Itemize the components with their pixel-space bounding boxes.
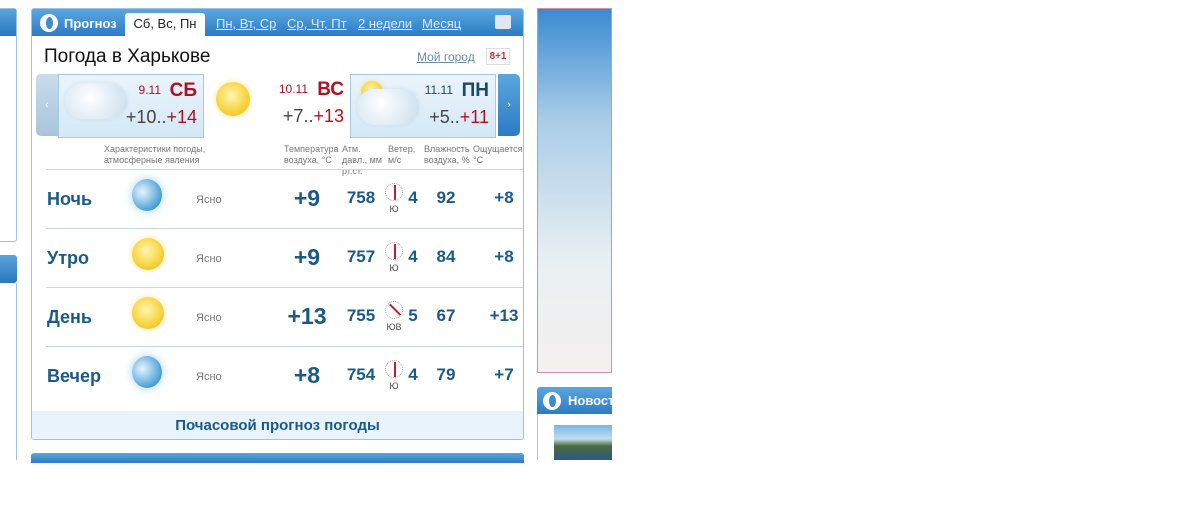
wind-speed: 4	[408, 365, 418, 384]
wind-direction-icon	[385, 183, 403, 201]
moon-icon	[132, 356, 162, 388]
day-date: 11.11	[424, 83, 453, 97]
condition-text: Ясно	[196, 194, 222, 206]
table-row: Ночь Ясно +9 758 Ю 4 92 +8	[46, 169, 523, 228]
sun-icon	[132, 238, 164, 270]
temperature: +13	[287, 303, 327, 329]
feels-like: +13	[489, 306, 519, 325]
header-feels: Ощущается, °С	[473, 144, 524, 165]
print-icon[interactable]	[495, 15, 511, 29]
day-card-sun[interactable]: 10.11 ВС +7..+13	[204, 74, 350, 140]
day-name: СБ	[169, 80, 197, 101]
cloudy-icon	[65, 83, 127, 119]
condition-text: Ясно	[196, 253, 222, 265]
humidity: 84	[436, 247, 456, 266]
header-humidity: Влажность воздуха, %	[424, 144, 470, 165]
page-title: Погода в Харькове	[44, 46, 211, 67]
weather-widget: Прогноз Сб, Вс, Пн Пн, Вт, Ср Ср, Чт, Пт…	[31, 8, 524, 440]
wind-direction-icon	[385, 360, 403, 378]
humidity: 92	[436, 188, 456, 207]
humidity: 79	[436, 365, 456, 384]
tab-month[interactable]: Месяц	[422, 16, 462, 31]
wind-speed: 4	[408, 247, 418, 266]
day-temp: +5..+11	[429, 107, 489, 127]
my-city-link[interactable]: Мой город	[417, 50, 475, 64]
next-widget-header	[31, 453, 524, 463]
feels-like: +8	[494, 247, 514, 266]
tab-mon-tue-wed[interactable]: Пн, Вт, Ср	[216, 16, 277, 31]
day-name: ПН	[461, 80, 489, 101]
tab-2-weeks[interactable]: 2 недели	[358, 16, 413, 31]
wind-direction: ЮВ	[386, 322, 402, 332]
temperature: +9	[293, 244, 321, 270]
news-panel	[537, 414, 612, 460]
wind-direction: Ю	[389, 204, 399, 214]
condition-text: Ясно	[196, 371, 222, 383]
logo-icon	[543, 392, 561, 410]
feels-like: +7	[494, 365, 514, 384]
period-label: Утро	[47, 248, 90, 268]
advertisement-banner[interactable]	[537, 8, 612, 373]
day-card-mon[interactable]: 11.11 ПН +5..+11	[350, 74, 496, 138]
day-temp: +10..+14	[125, 107, 197, 127]
pressure: 755	[346, 306, 376, 325]
next-days-button[interactable]: ›	[498, 74, 520, 136]
header-conditions: Характеристики погоды, атмосферные явлен…	[104, 144, 206, 165]
day-date: 10.11	[278, 82, 308, 96]
temperature: +8	[293, 362, 321, 388]
header-temp: Температура воздуха, °С	[284, 144, 339, 165]
brand-label: Прогноз	[64, 16, 117, 31]
wind-speed: 4	[408, 188, 418, 207]
period-label: Ночь	[47, 189, 93, 209]
wind-direction: Ю	[389, 263, 399, 273]
wind-speed: 5	[408, 306, 418, 325]
pressure: 757	[346, 247, 376, 266]
left-panel-header	[0, 9, 16, 36]
wind-direction-icon	[385, 242, 403, 260]
left-panel-border	[16, 283, 17, 460]
wind-direction-icon	[381, 297, 407, 323]
news-thumbnail[interactable]	[554, 425, 612, 460]
condition-text: Ясно	[196, 312, 222, 324]
sun-icon	[216, 82, 250, 116]
day-temp: +7..+13	[282, 106, 344, 126]
header-pressure: Атм. давл., мм рт.ст.	[342, 144, 382, 176]
wind-direction: Ю	[389, 381, 399, 391]
left-panel-header-2	[0, 255, 17, 283]
period-label: Вечер	[47, 366, 102, 386]
day-date: 9.11	[138, 83, 161, 97]
humidity: 67	[436, 306, 456, 325]
tab-bar: Прогноз Сб, Вс, Пн Пн, Вт, Ср Ср, Чт, Пт…	[32, 9, 523, 36]
feels-like: +8	[494, 188, 514, 207]
pressure: 758	[346, 188, 376, 207]
moon-icon	[132, 179, 162, 211]
table-row: День Ясно +13 755 ЮВ 5 67 +13	[46, 287, 523, 346]
day-card-sat[interactable]: 9.11 СБ +10..+14	[58, 74, 204, 138]
tab-wed-thu-fri[interactable]: Ср, Чт, Пт	[287, 16, 347, 31]
gplus-button[interactable]: 8+1	[486, 48, 510, 65]
prev-days-button[interactable]: ‹	[36, 74, 58, 136]
header-wind: Ветер, м/с	[388, 144, 416, 165]
hourly-forecast-link[interactable]: Почасовой прогноз погоды	[32, 411, 523, 439]
news-title: Новости	[568, 393, 623, 408]
temperature: +9	[293, 185, 321, 211]
cloud-shape	[357, 89, 419, 125]
period-label: День	[47, 307, 92, 327]
logo-icon	[40, 14, 58, 32]
left-sidebar-panel	[0, 8, 17, 242]
table-row: Утро Ясно +9 757 Ю 4 84 +8	[46, 228, 523, 287]
news-header: Новости	[537, 387, 623, 414]
pressure: 754	[346, 365, 376, 384]
day-name: ВС	[317, 79, 344, 100]
tab-sat-sun-mon[interactable]: Сб, Вс, Пн	[125, 13, 205, 36]
table-row: Вечер Ясно +8 754 Ю 4 79 +7	[46, 346, 523, 405]
sun-icon	[132, 297, 164, 329]
